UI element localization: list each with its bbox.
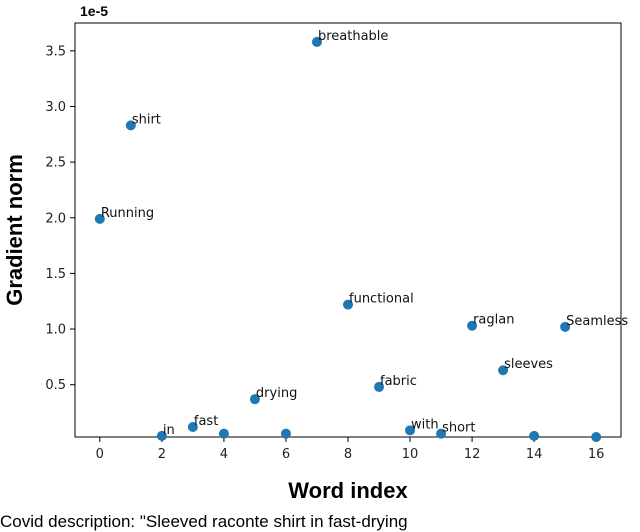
- point-label: fast: [194, 414, 218, 429]
- x-tick-label: 14: [526, 447, 543, 462]
- x-tick-label: 16: [588, 447, 605, 462]
- x-tick-label: 0: [96, 447, 104, 462]
- y-tick-label: 2.5: [45, 156, 66, 171]
- x-tick-label: 8: [344, 447, 352, 462]
- data-point: [436, 428, 447, 439]
- data-point: [498, 365, 509, 376]
- data-point: [467, 320, 478, 331]
- y-axis-label: Gradient norm: [2, 154, 27, 306]
- point-label: sleeves: [504, 357, 553, 372]
- data-points: Running shirt in fast drying breathable functi…: [94, 29, 628, 442]
- data-point: [591, 432, 602, 442]
- data-point: [529, 430, 540, 441]
- data-point: [156, 430, 167, 441]
- figure-caption: Covid description: "Sleeved raconte shir…: [0, 512, 408, 531]
- y-tick-label: 3.5: [45, 44, 66, 59]
- data-point: [187, 421, 198, 432]
- y-tick-label: 2.0: [45, 211, 66, 226]
- y-tick-label: 0.5: [45, 378, 66, 393]
- y-tick-label: 3.0: [45, 100, 66, 115]
- point-label: fabric: [380, 374, 417, 389]
- x-tick-label: 6: [282, 447, 290, 462]
- x-axis: 0 2 4 6 8 10 12 14 16: [96, 437, 605, 462]
- point-label: in: [163, 423, 175, 438]
- data-point: [405, 425, 416, 436]
- point-label: functional: [349, 292, 414, 307]
- offset-label: 1e-5: [80, 3, 108, 19]
- data-point: [374, 381, 385, 392]
- data-point: [311, 36, 322, 47]
- point-label: raglan: [473, 313, 514, 328]
- x-tick-label: 4: [220, 447, 228, 462]
- y-tick-label: 1.0: [45, 323, 66, 338]
- data-point: [218, 428, 229, 439]
- data-point: [94, 213, 105, 224]
- point-label: shirt: [132, 112, 161, 127]
- data-point: [125, 120, 136, 131]
- y-axis: 0.5 1.0 1.5 2.0 2.5 3.0 3.5: [45, 44, 75, 393]
- plot-frame: [74, 22, 622, 438]
- x-tick-label: 12: [464, 447, 481, 462]
- data-point: [560, 321, 571, 332]
- point-label: Seamless: [566, 314, 628, 329]
- data-point: [343, 299, 353, 310]
- point-label: with: [411, 417, 439, 432]
- x-tick-label: 2: [158, 447, 166, 462]
- x-tick-label: 10: [402, 447, 419, 462]
- data-point: [249, 394, 260, 405]
- x-axis-label: Word index: [288, 478, 408, 503]
- point-label: short: [442, 421, 475, 436]
- y-tick-label: 1.5: [45, 267, 66, 282]
- point-label: breathable: [318, 29, 388, 44]
- point-label: Running: [101, 206, 154, 221]
- point-label: drying: [256, 386, 297, 401]
- data-point: [280, 428, 291, 439]
